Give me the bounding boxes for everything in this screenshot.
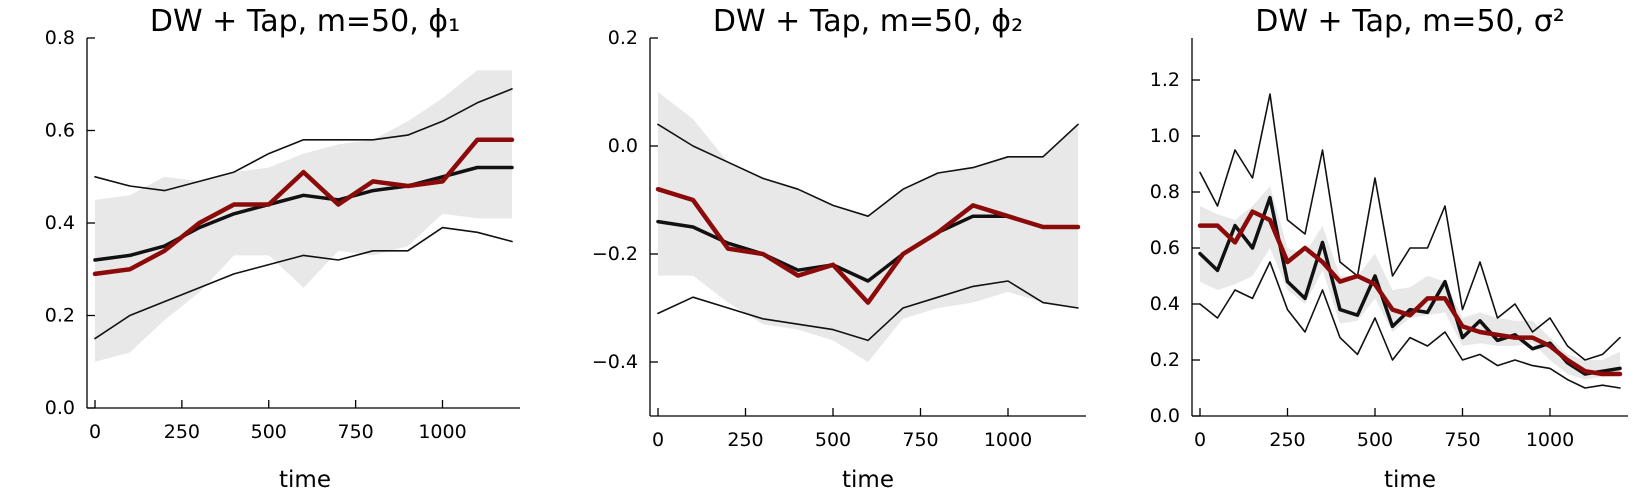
- y-tick-label: 0.6: [45, 120, 75, 142]
- y-tick-label: −0.4: [592, 351, 638, 373]
- x-tick-label: 750: [337, 421, 373, 443]
- x-tick-label: 500: [815, 429, 851, 451]
- x-tick-label: 1000: [1526, 429, 1574, 451]
- band: [95, 70, 512, 362]
- panel-phi2: DW + Tap, m=50, ϕ₂ time −0.4 −0.2 0.0 0.2 0 2…: [592, 4, 1086, 493]
- panel-title: DW + Tap, m=50, ϕ₁: [150, 4, 460, 39]
- x-tick-label: 1000: [984, 429, 1032, 451]
- band: [1200, 186, 1620, 380]
- series-lower: [657, 280, 1079, 342]
- y-tick-label: 0.4: [45, 212, 75, 234]
- y-tick-label: 0.6: [1150, 237, 1180, 259]
- y-tick-label: 1.0: [1150, 125, 1180, 147]
- y-tick-label: 0.2: [608, 27, 638, 49]
- x-tick-label: 0: [89, 421, 101, 443]
- y-tick-label: 0.8: [1150, 181, 1180, 203]
- series-estimate: [92, 137, 515, 277]
- series-lower: [94, 226, 513, 340]
- y-tick-label: 1.2: [1150, 69, 1180, 91]
- x-tick-label: 1000: [418, 421, 466, 443]
- series-upper: [94, 88, 513, 192]
- x-tick-label: 500: [1357, 429, 1393, 451]
- x-tick-label: 0: [652, 429, 664, 451]
- series-mean: [1198, 195, 1622, 376]
- panel-title: DW + Tap, m=50, σ²: [1255, 4, 1564, 39]
- panel-title: DW + Tap, m=50, ϕ₂: [713, 4, 1023, 39]
- x-axis-label: time: [842, 467, 894, 493]
- x-tick-label: 750: [902, 429, 938, 451]
- y-tick-label: 0.0: [45, 397, 75, 419]
- series-upper: [1199, 93, 1621, 361]
- x-tick-label: 500: [251, 421, 287, 443]
- y-tick-label: 0.2: [45, 305, 75, 327]
- series-upper: [657, 123, 1079, 217]
- series-estimate: [1197, 209, 1623, 377]
- x-tick-label: 250: [1269, 429, 1305, 451]
- series-lower: [1199, 261, 1621, 389]
- x-tick-label: 750: [1444, 429, 1480, 451]
- y-tick-label: 0.0: [1150, 405, 1180, 427]
- series-mean: [93, 165, 514, 262]
- band: [658, 92, 1078, 362]
- x-tick-label: 250: [727, 429, 763, 451]
- y-tick-label: −0.2: [592, 243, 638, 265]
- y-tick-label: 0.4: [1150, 293, 1180, 315]
- y-tick-label: 0.2: [1150, 349, 1180, 371]
- y-tick-label: 0.0: [608, 135, 638, 157]
- series-estimate: [655, 186, 1081, 305]
- x-axis-label: time: [1384, 467, 1436, 493]
- x-axis-label: time: [279, 467, 331, 493]
- panel-phi1: DW + Tap, m=50, ϕ₁ time 0.0 0.2 0.4 0.6 0.8 0…: [45, 4, 520, 493]
- panel-sigma2: DW + Tap, m=50, σ² time 0.0 0.2 0.4 0.6 0.8 1…: [1150, 4, 1628, 493]
- y-tick-label: 0.8: [45, 27, 75, 49]
- x-tick-label: 0: [1194, 429, 1206, 451]
- x-tick-label: 250: [164, 421, 200, 443]
